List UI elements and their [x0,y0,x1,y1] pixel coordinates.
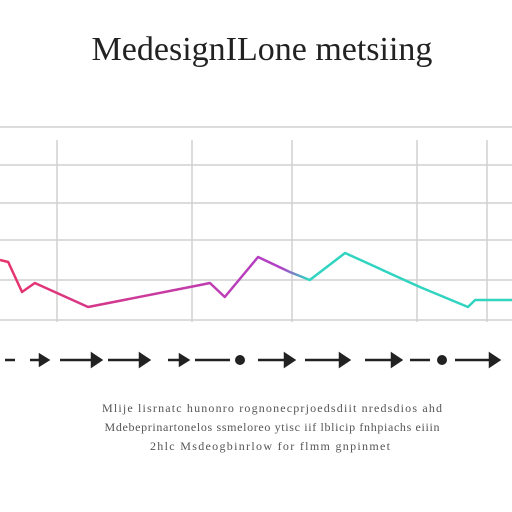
caption-line: 2hlc Msdeogbinrlow for flmm gnpinmet [150,439,391,453]
data-line [0,251,512,309]
caption-line: Mdebeprinartonelos ssmeloreo ytisc iif l… [105,420,440,434]
caption-line: Mlije lisrnatc hunonro rognonecprjoedsdi… [102,401,442,415]
chart-title: MedesignILone metsiing [92,31,433,68]
grid [0,126,512,322]
arrow-row [5,351,502,369]
